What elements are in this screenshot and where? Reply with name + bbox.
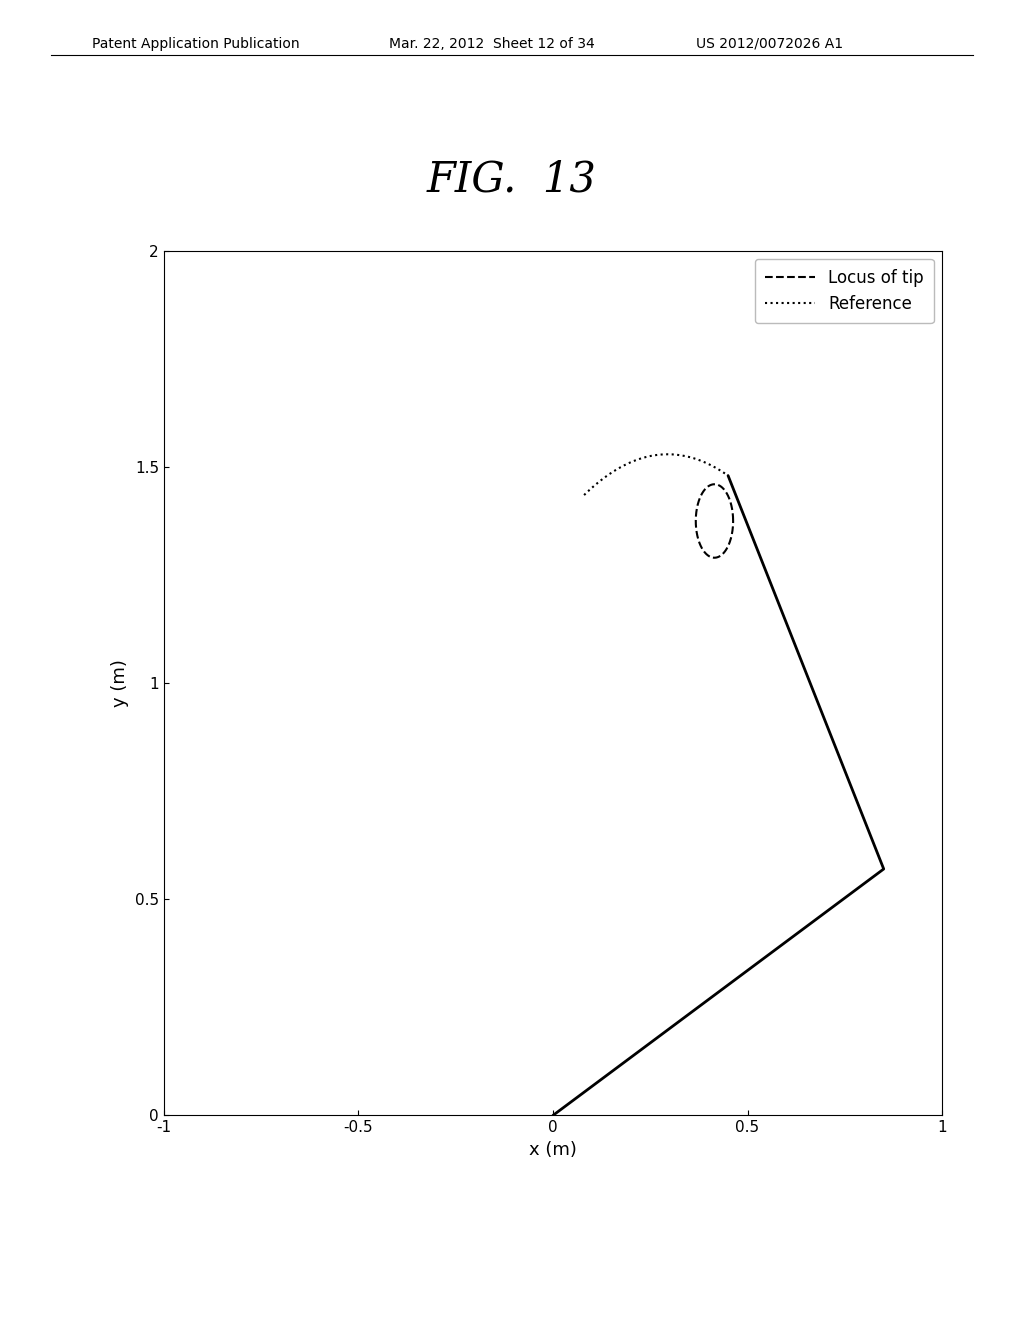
Text: FIG.  13: FIG. 13 [427, 158, 597, 201]
Text: Patent Application Publication: Patent Application Publication [92, 37, 300, 51]
Y-axis label: y (m): y (m) [112, 659, 129, 708]
Text: US 2012/0072026 A1: US 2012/0072026 A1 [696, 37, 844, 51]
Text: Mar. 22, 2012  Sheet 12 of 34: Mar. 22, 2012 Sheet 12 of 34 [389, 37, 595, 51]
Legend: Locus of tip, Reference: Locus of tip, Reference [755, 259, 934, 323]
X-axis label: x (m): x (m) [529, 1140, 577, 1159]
